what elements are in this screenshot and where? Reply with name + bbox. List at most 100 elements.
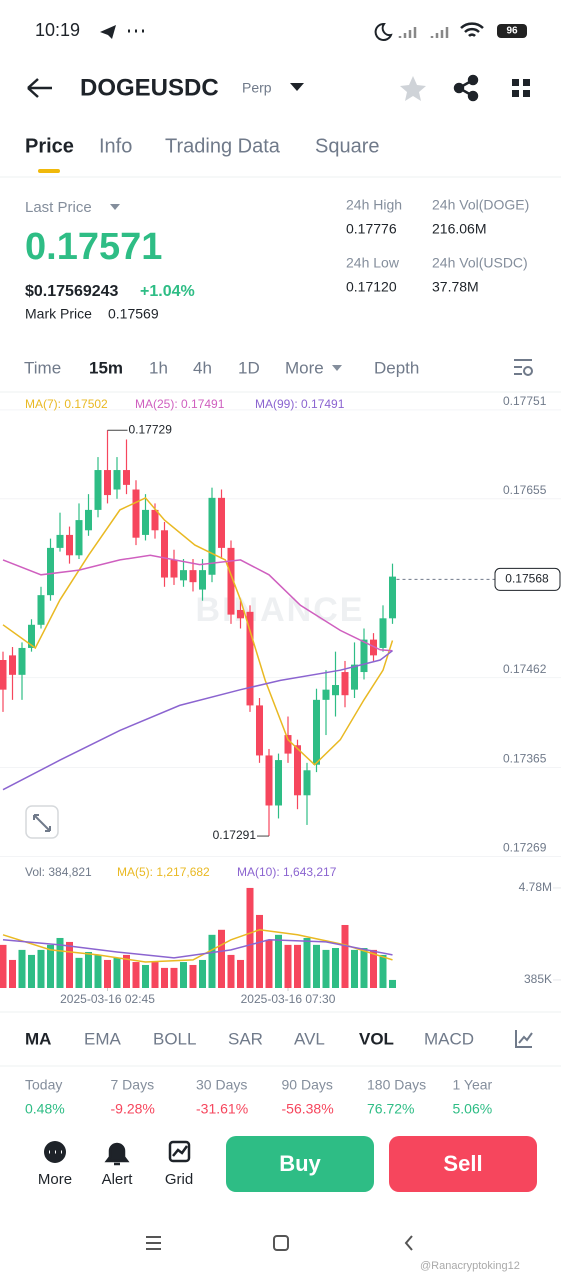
interval[interactable]: Time: [24, 358, 61, 377]
interval[interactable]: More: [285, 358, 324, 377]
tab[interactable]: Info: [99, 135, 132, 157]
volume-bar: [132, 962, 140, 988]
mark-price-label: Mark Price: [25, 306, 92, 322]
volume-bar: [75, 957, 83, 988]
indicator-settings-icon[interactable]: [515, 1030, 533, 1048]
action-label[interactable]: More: [38, 1171, 72, 1188]
volume-bar: [265, 939, 273, 988]
performance-label: 30 Days: [196, 1077, 247, 1093]
y-tick-label: 0.17751: [503, 394, 547, 408]
volume-tick-label: 385K: [524, 972, 552, 986]
y-tick-label: 0.17655: [503, 483, 547, 497]
candle-body: [237, 609, 244, 619]
indicator-tab[interactable]: VOL: [359, 1029, 394, 1048]
clock: 10:19: [35, 20, 80, 40]
volume-tick-label: 4.78M: [519, 880, 552, 894]
nav-menu[interactable]: [146, 1236, 161, 1250]
stat-label: 24h Vol(DOGE): [432, 197, 529, 213]
interval[interactable]: 15m: [89, 358, 123, 377]
indicator-tab[interactable]: SAR: [228, 1029, 263, 1048]
star-icon[interactable]: [400, 76, 426, 101]
buy-label[interactable]: Buy: [279, 1151, 321, 1176]
interval[interactable]: Depth: [374, 358, 419, 377]
icons: [25, 22, 533, 1251]
grid-icon-line[interactable]: [172, 1145, 189, 1157]
interval[interactable]: 4h: [193, 358, 212, 377]
sell-label[interactable]: Sell: [443, 1151, 482, 1176]
expand-button[interactable]: [25, 805, 59, 839]
symbol[interactable]: DOGEUSDC: [80, 74, 219, 101]
volume-bar: [180, 962, 187, 988]
moon-icon: [374, 22, 393, 41]
performance-value: -31.61%: [196, 1101, 248, 1117]
chart-settings-gear[interactable]: [523, 366, 533, 376]
chart-watermark: BINANCE: [196, 591, 365, 629]
watermark: @Ranacryptoking12: [420, 1260, 520, 1272]
alert-icon[interactable]: [104, 1142, 130, 1166]
volume-ma-line: [2, 939, 393, 959]
grid-icon[interactable]: [168, 1140, 191, 1163]
indicator-tab[interactable]: MACD: [424, 1029, 474, 1048]
indicator-tab[interactable]: BOLL: [153, 1029, 196, 1048]
indicator-tab[interactable]: MA: [25, 1029, 51, 1048]
candle-body: [28, 624, 35, 648]
candle-body: [389, 576, 396, 619]
tab[interactable]: Price: [25, 135, 74, 157]
candle-body: [47, 547, 54, 596]
candle-body: [18, 647, 26, 675]
candle-body: [75, 520, 83, 556]
buy-button[interactable]: [226, 1136, 374, 1192]
volume-bar: [18, 949, 26, 988]
nav-back[interactable]: [404, 1235, 413, 1251]
legend-entry: MA(7): 0.17502: [25, 397, 108, 411]
symbol-caret[interactable]: [290, 83, 304, 91]
volume-bar: [142, 964, 149, 988]
volume-legend: Vol: 384,821: [25, 865, 92, 879]
candle-body: [151, 509, 159, 531]
time-label: 2025-03-16 02:45: [60, 992, 155, 1006]
y-tick-label: 0.17365: [503, 752, 547, 766]
interval[interactable]: 1D: [238, 358, 260, 377]
sell-button[interactable]: [389, 1136, 537, 1192]
volume-bar: [0, 944, 7, 988]
action-label[interactable]: Grid: [165, 1171, 193, 1188]
volume-ma-line: [2, 929, 393, 963]
last-price-caret[interactable]: [110, 204, 120, 210]
tab[interactable]: Trading Data: [165, 135, 281, 157]
candle-body: [322, 689, 330, 700]
nav-home[interactable]: [273, 1235, 289, 1251]
last-price: 0.17571: [25, 226, 162, 268]
signal-icon: [398, 27, 449, 38]
volume-bar: [370, 949, 377, 988]
volume-bar: [208, 934, 216, 988]
stat-label: 24h Low: [346, 255, 400, 271]
candle-body: [161, 530, 168, 578]
tab[interactable]: Square: [315, 135, 380, 157]
y-tick-label: 0.17269: [503, 841, 547, 855]
annotation: 0.17729: [129, 422, 173, 436]
volume-bar: [246, 887, 254, 988]
more-caret[interactable]: [332, 365, 342, 371]
expand-icon[interactable]: [33, 814, 51, 832]
current-price-label: 0.17568: [505, 572, 549, 586]
layout-icon[interactable]: [512, 79, 530, 97]
indicator-tab[interactable]: EMA: [84, 1029, 122, 1048]
interval[interactable]: 1h: [149, 358, 168, 377]
action-label[interactable]: Alert: [102, 1171, 134, 1188]
candle-body: [313, 699, 320, 765]
telegram-icon: [100, 25, 116, 39]
back-icon[interactable]: [27, 78, 52, 98]
chart-settings-icon[interactable]: [514, 359, 532, 375]
performance-label: 90 Days: [282, 1077, 333, 1093]
indicator-tab[interactable]: AVL: [294, 1029, 325, 1048]
volume-bar: [28, 954, 35, 988]
candle-body: [94, 470, 102, 510]
volume-bar: [9, 959, 16, 988]
candle-body: [170, 559, 178, 578]
performance-label: 180 Days: [367, 1077, 426, 1093]
ma-line: [2, 650, 393, 791]
share-icon[interactable]: [453, 74, 479, 102]
ma-line: [2, 554, 393, 652]
candle-body: [199, 570, 206, 590]
stat-value: 37.78M: [432, 279, 479, 295]
